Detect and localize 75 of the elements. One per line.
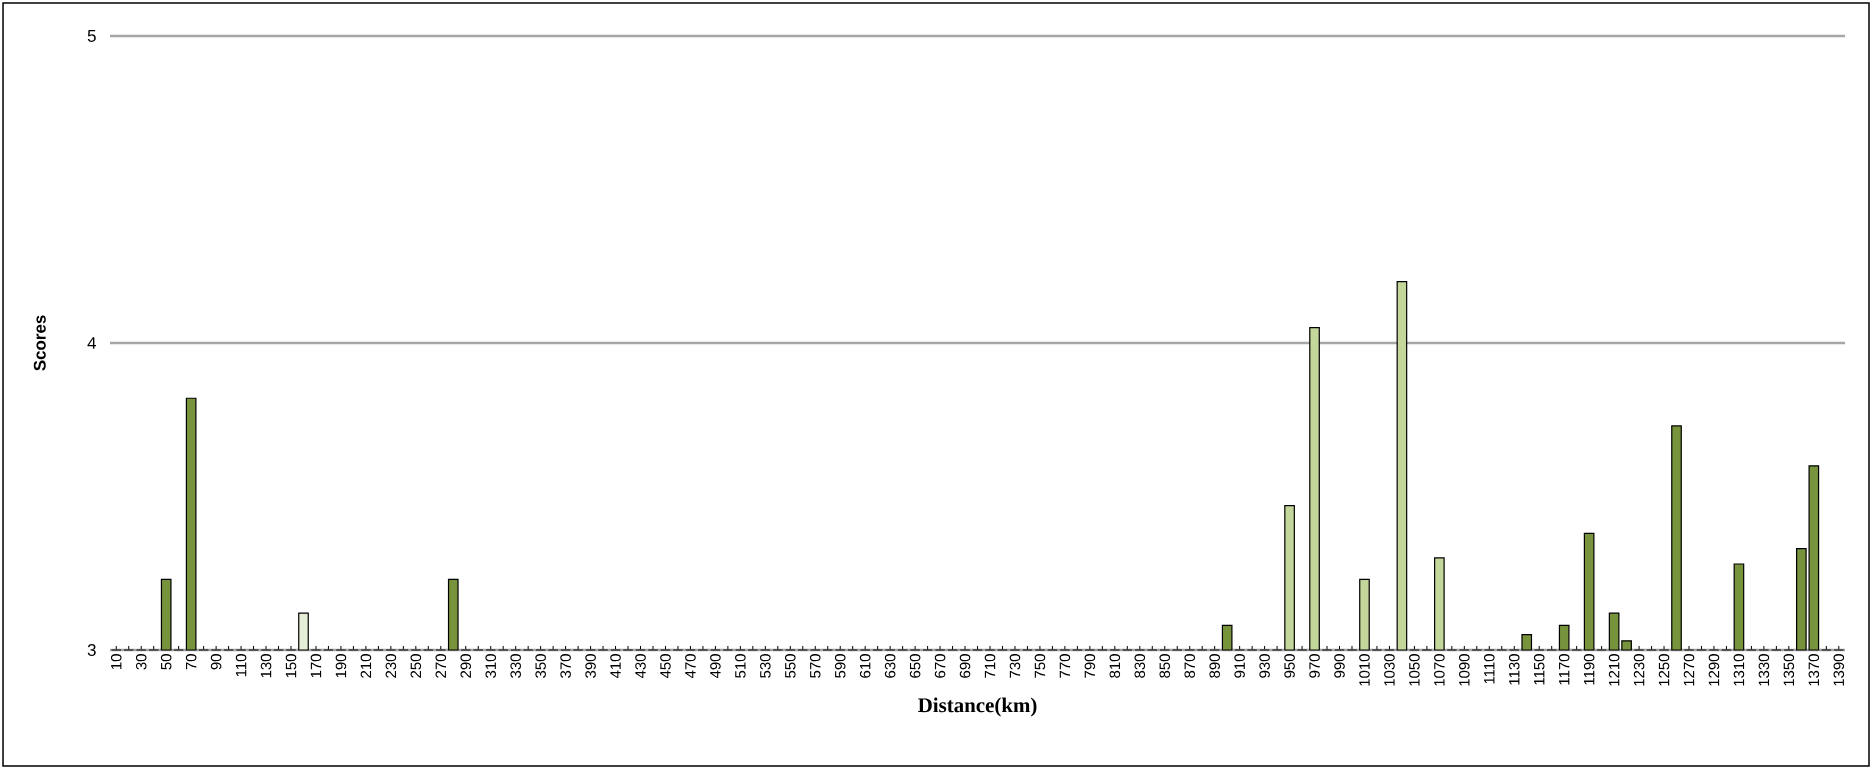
x-tick-label: 790: [1084, 654, 1096, 678]
x-tick-label: 1010: [1359, 654, 1370, 686]
x-tick-label: 850: [1159, 654, 1171, 678]
x-tick-label: 230: [385, 654, 397, 678]
x-tick-label: 730: [1009, 654, 1021, 678]
x-tick-label: 930: [1259, 654, 1270, 678]
x-tick-label: 350: [535, 654, 546, 678]
x-tick-label: 1250: [1658, 654, 1670, 686]
x-tick-label: 1290: [1708, 654, 1720, 686]
x-tick-label: 310: [485, 654, 497, 678]
x-tick-label: 210: [360, 654, 372, 678]
x-tick-label: 750: [1034, 654, 1046, 678]
x-tick-label: 770: [1059, 654, 1071, 678]
x-tick-label: 1370: [1808, 654, 1820, 686]
x-tick-label: 610: [859, 654, 871, 678]
x-tick-label: 430: [635, 654, 646, 679]
x-tick-label: 1390: [1833, 654, 1845, 686]
x-tick-label: 370: [560, 654, 571, 678]
y-tick-label: 4: [87, 337, 96, 349]
x-tick-label: 810: [1109, 654, 1121, 678]
x-tick-label: 910: [1234, 654, 1245, 678]
x-tick-label: 630: [884, 654, 896, 678]
x-tick-label: 250: [410, 654, 422, 678]
x-tick-label: 870: [1184, 654, 1195, 678]
x-tick-label: 1210: [1608, 654, 1620, 686]
x-tick-label: 50: [160, 654, 172, 670]
x-tick-label: 550: [785, 654, 796, 678]
x-axis-title: Distance(km): [918, 697, 1037, 717]
x-tick-label: 990: [1334, 654, 1345, 678]
x-tick-label: 390: [585, 654, 596, 678]
x-tick-label: 330: [510, 654, 521, 678]
x-tick-label: 510: [735, 654, 746, 678]
x-tick-label: 1150: [1533, 654, 1545, 685]
x-tick-label: 690: [959, 654, 971, 678]
x-tick-label: 670: [934, 654, 946, 678]
x-tick-label: 1270: [1683, 654, 1695, 686]
x-tick-label: 190: [335, 654, 347, 678]
x-tick-label: 1070: [1434, 654, 1445, 686]
x-tick-label: 970: [1309, 654, 1320, 678]
x-tick-label: 110: [235, 654, 247, 677]
x-tick-label: 290: [460, 654, 472, 678]
x-tick-label: 270: [435, 654, 447, 678]
x-tick-label: 530: [760, 654, 771, 678]
x-tick-label: 170: [310, 654, 322, 678]
x-tick-label: 130: [260, 654, 272, 678]
x-tick-label: 1170: [1558, 654, 1570, 685]
x-tick-label: 490: [710, 654, 721, 679]
x-tick-label: 1090: [1459, 654, 1470, 686]
x-tick-label: 1350: [1783, 654, 1795, 686]
x-tick-label: 1110: [1484, 654, 1495, 684]
x-tick-label: 410: [610, 654, 621, 679]
x-tick-label: 1190: [1583, 654, 1595, 685]
x-tick-label: 1050: [1409, 654, 1420, 686]
x-tick-label: 650: [909, 654, 921, 678]
x-tick-label: 450: [660, 654, 671, 679]
x-tick-label: 950: [1284, 654, 1295, 678]
x-tick-label: 70: [185, 654, 197, 670]
x-tick-label: 90: [210, 654, 222, 670]
x-tick-label: 1330: [1758, 654, 1770, 686]
x-tick-label: 1130: [1508, 654, 1520, 685]
y-axis-title: Scores: [33, 315, 46, 371]
y-tick-label: 3: [87, 643, 96, 656]
x-tick-label: 1310: [1733, 654, 1745, 686]
x-tick-label: 570: [809, 654, 821, 678]
y-tick-label: 5: [87, 30, 96, 42]
x-tick-label: 470: [685, 654, 696, 679]
x-tick-label: 710: [984, 654, 996, 678]
x-tick-label: 150: [285, 654, 297, 678]
x-tick-label: 10: [110, 654, 122, 669]
x-tick-label: 1230: [1633, 654, 1645, 686]
x-tick-label: 1030: [1384, 654, 1395, 686]
x-tick-label: 830: [1134, 654, 1146, 678]
x-tick-label: 30: [135, 654, 147, 670]
x-tick-label: 590: [834, 654, 846, 678]
x-tick-label: 890: [1209, 654, 1220, 678]
